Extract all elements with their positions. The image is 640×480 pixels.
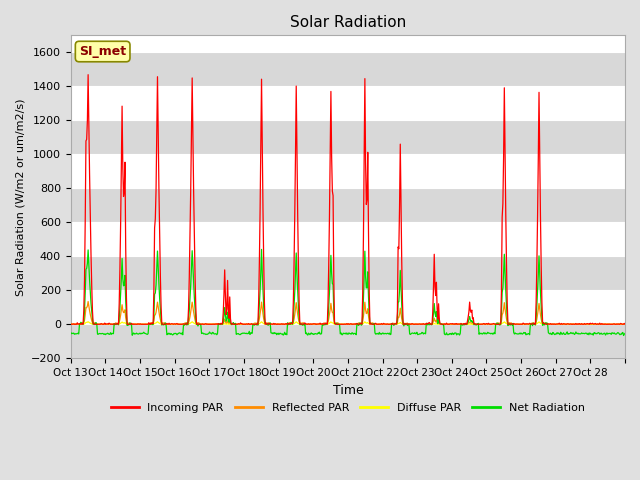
- Text: SI_met: SI_met: [79, 45, 126, 58]
- Bar: [71, 324, 625, 358]
- Title: Solar Radiation: Solar Radiation: [290, 15, 406, 30]
- Bar: [71, 120, 625, 154]
- Bar: [71, 52, 625, 86]
- Y-axis label: Solar Radiation (W/m2 or um/m2/s): Solar Radiation (W/m2 or um/m2/s): [15, 98, 25, 296]
- Bar: [71, 188, 625, 222]
- X-axis label: Time: Time: [333, 384, 364, 396]
- Legend: Incoming PAR, Reflected PAR, Diffuse PAR, Net Radiation: Incoming PAR, Reflected PAR, Diffuse PAR…: [106, 398, 589, 417]
- Bar: [71, 256, 625, 290]
